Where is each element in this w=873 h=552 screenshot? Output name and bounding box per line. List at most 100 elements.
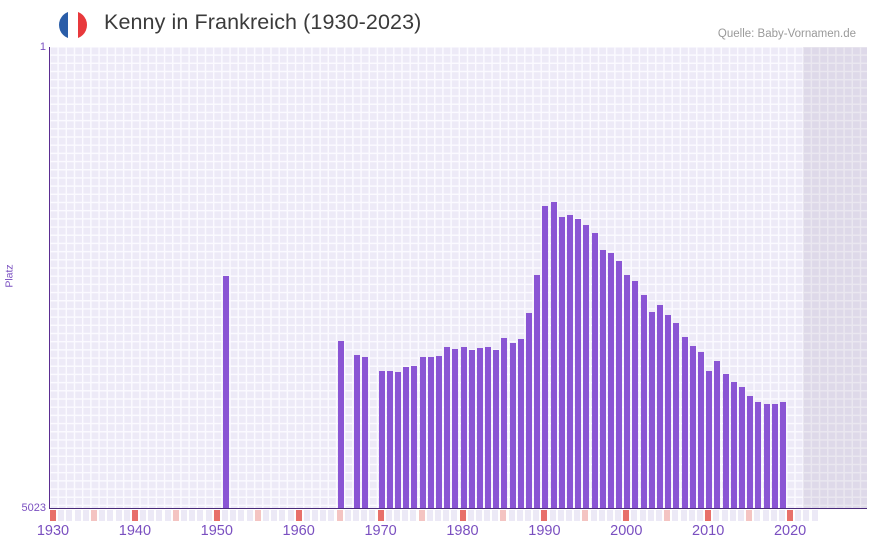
x-tick-swatch-2001 <box>631 509 638 521</box>
x-tick-swatch-2017 <box>762 509 769 521</box>
bar-1986[interactable] <box>509 343 516 508</box>
bar-1968[interactable] <box>362 357 369 508</box>
bar-1976[interactable] <box>427 357 434 508</box>
x-tick-swatch-1994 <box>574 509 581 521</box>
x-tick-swatch-1944 <box>164 509 171 521</box>
bar-1972[interactable] <box>394 372 401 508</box>
bar-2004[interactable] <box>657 305 664 508</box>
x-tick-swatch-1968 <box>361 509 368 521</box>
bar-2009[interactable] <box>698 352 704 508</box>
bar-1977[interactable] <box>435 356 442 508</box>
x-tick-swatch-2007 <box>680 509 687 521</box>
x-tick-swatch-1989 <box>533 509 540 521</box>
bar-1992[interactable] <box>558 217 565 508</box>
bar-2001[interactable] <box>632 281 639 508</box>
bar-1971[interactable] <box>386 371 393 508</box>
x-tick-swatch-1963 <box>320 509 327 521</box>
bar-1989[interactable] <box>534 275 541 508</box>
bar-2015[interactable] <box>747 396 754 508</box>
bar-1980[interactable] <box>460 347 467 508</box>
bar-1983[interactable] <box>485 347 492 508</box>
bar-2008[interactable] <box>689 346 696 508</box>
bar-1985[interactable] <box>501 338 508 508</box>
y-axis-title: Platz <box>0 0 20 552</box>
x-tick-swatch-1941 <box>140 509 147 521</box>
bar-1975[interactable] <box>419 357 426 508</box>
x-tick-swatch-1939 <box>123 509 130 521</box>
bar-2005[interactable] <box>665 315 672 508</box>
x-tick-swatch-2021 <box>795 509 802 521</box>
bar-1978[interactable] <box>444 347 451 508</box>
x-tick-swatch-2014 <box>737 509 744 521</box>
bar-2011[interactable] <box>714 361 721 508</box>
bar-1990[interactable] <box>542 206 549 508</box>
x-tick-swatch-1952 <box>230 509 237 521</box>
x-axis-tick-strip <box>49 509 866 521</box>
x-tick-label-1940: 1940 <box>118 523 152 539</box>
bar-1981[interactable] <box>468 350 475 508</box>
bar-1997[interactable] <box>599 250 606 508</box>
x-tick-swatch-2005 <box>664 509 671 521</box>
bar-2018[interactable] <box>771 404 778 508</box>
bar-1995[interactable] <box>583 225 590 508</box>
x-tick-swatch-1946 <box>181 509 188 521</box>
x-tick-swatch-1997 <box>598 509 605 521</box>
bar-2003[interactable] <box>648 312 655 508</box>
x-tick-swatch-1938 <box>115 509 122 521</box>
x-tick-swatch-1965 <box>336 509 343 521</box>
x-tick-swatch-1973 <box>402 509 409 521</box>
bar-1994[interactable] <box>575 219 582 508</box>
bar-2017[interactable] <box>763 404 770 508</box>
x-tick-swatch-1931 <box>58 509 65 521</box>
bar-1987[interactable] <box>517 339 524 508</box>
bar-2019[interactable] <box>779 402 786 508</box>
bar-2000[interactable] <box>624 275 631 508</box>
bar-1984[interactable] <box>493 350 500 508</box>
x-tick-swatch-1950 <box>213 509 220 521</box>
bar-1979[interactable] <box>452 349 459 508</box>
x-tick-swatch-1930 <box>50 509 56 521</box>
bar-2002[interactable] <box>640 295 647 508</box>
x-tick-swatch-1955 <box>254 509 261 521</box>
bar-1996[interactable] <box>591 233 598 508</box>
x-tick-swatch-1943 <box>156 509 163 521</box>
bar-1967[interactable] <box>354 355 361 508</box>
bar-1993[interactable] <box>566 215 573 508</box>
bar-2006[interactable] <box>673 323 680 508</box>
x-tick-swatch-1996 <box>590 509 597 521</box>
y-tick-label-bottom: 5023 <box>21 502 46 514</box>
bar-1970[interactable] <box>378 371 385 508</box>
x-tick-swatch-1988 <box>525 509 532 521</box>
plot-area <box>49 47 867 509</box>
bar-2013[interactable] <box>730 382 737 508</box>
x-tick-swatch-1962 <box>312 509 319 521</box>
bar-2014[interactable] <box>738 387 745 508</box>
x-tick-swatch-1993 <box>565 509 572 521</box>
bar-1965[interactable] <box>337 341 344 508</box>
x-tick-swatch-1983 <box>484 509 491 521</box>
bar-1982[interactable] <box>476 348 483 508</box>
x-tick-swatch-1999 <box>615 509 622 521</box>
bar-2016[interactable] <box>755 402 762 508</box>
bar-1974[interactable] <box>411 366 418 508</box>
bar-1998[interactable] <box>607 253 614 508</box>
bar-1999[interactable] <box>616 261 623 508</box>
bar-1988[interactable] <box>526 313 533 508</box>
chart-header: Kenny in Frankreich (1930-2023) Quelle: … <box>0 0 873 47</box>
x-tick-swatch-2000 <box>623 509 630 521</box>
x-tick-swatch-1969 <box>369 509 376 521</box>
x-tick-swatch-1948 <box>197 509 204 521</box>
x-tick-swatch-1945 <box>172 509 179 521</box>
x-tick-swatch-1961 <box>303 509 310 521</box>
bar-2007[interactable] <box>681 337 688 508</box>
bar-2010[interactable] <box>706 371 713 508</box>
x-tick-label-1960: 1960 <box>282 523 315 539</box>
x-tick-swatch-1987 <box>516 509 523 521</box>
bar-1991[interactable] <box>550 202 557 508</box>
x-tick-swatch-1979 <box>451 509 458 521</box>
bar-2012[interactable] <box>722 374 729 508</box>
bar-1973[interactable] <box>403 367 410 508</box>
x-tick-swatch-1960 <box>295 509 302 521</box>
bar-1951[interactable] <box>222 276 229 508</box>
x-tick-swatch-1985 <box>500 509 507 521</box>
